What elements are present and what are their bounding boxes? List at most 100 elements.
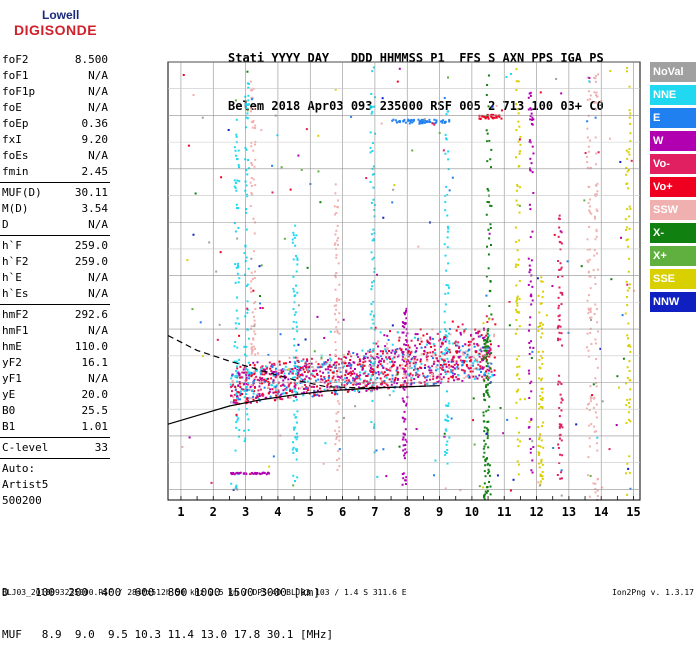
x-tick-label: 2 — [210, 505, 217, 519]
param-value: 30.11 — [74, 186, 108, 199]
x-tick-label: 4 — [274, 505, 281, 519]
legend-item: NoVal — [650, 62, 696, 82]
param-name: D — [2, 218, 9, 231]
param-value: N/A — [88, 372, 108, 385]
param-value: 259.0 — [74, 239, 108, 252]
legend-item: NNE — [650, 85, 696, 105]
legend-item: SSE — [650, 269, 696, 289]
param-value: N/A — [88, 85, 108, 98]
param-name: foF1 — [2, 69, 29, 82]
legend-item: Vo- — [650, 154, 696, 174]
param-value: 2.45 — [81, 165, 109, 178]
param-value: 110.0 — [74, 340, 108, 353]
param-name: h`E — [2, 271, 22, 284]
param-name: MUF(D) — [2, 186, 42, 199]
param-name: fxI — [2, 133, 22, 146]
x-tick-label: 8 — [404, 505, 411, 519]
divider — [0, 458, 110, 459]
divider — [0, 304, 110, 305]
auto-version-row: 500200 — [0, 493, 110, 509]
param-name: fmin — [2, 165, 29, 178]
param-group-virtual-heights: h`F 259.0 h`F2 259.0 h`E N/A h`Es N/A — [0, 238, 110, 302]
legend-item: X- — [650, 223, 696, 243]
param-row: B1 1.01 — [0, 419, 110, 435]
param-value: 292.6 — [74, 308, 108, 321]
param-row: foF1 N/A — [0, 68, 110, 84]
axis-ticks: 1234567891011121314152003004005006007008… — [177, 505, 640, 519]
param-row: yF2 16.1 — [0, 355, 110, 371]
param-name: h`F2 — [2, 255, 29, 268]
param-name: B0 — [2, 404, 16, 417]
param-name: yE — [2, 388, 16, 401]
param-value: N/A — [88, 324, 108, 337]
param-value: 9.20 — [81, 133, 109, 146]
param-row: hmF2 292.6 — [0, 307, 110, 323]
param-row: foF1p N/A — [0, 84, 110, 100]
param-value: 259.0 — [74, 255, 108, 268]
param-name: foF1p — [2, 85, 36, 98]
param-row: foF2 8.500 — [0, 52, 110, 68]
legend-item: X+ — [650, 246, 696, 266]
param-row: fxI 9.20 — [0, 132, 110, 148]
param-row: D N/A — [0, 217, 110, 233]
logo-line1: Lowell — [42, 8, 80, 22]
param-name: h`F — [2, 239, 22, 252]
auto-label: Auto: — [2, 462, 36, 475]
muf-row: MUF 8.9 9.0 9.5 10.3 11.4 13.0 17.8 30.1… — [2, 628, 334, 641]
x-tick-label: 5 — [307, 505, 314, 519]
param-row: foEp 0.36 — [0, 116, 110, 132]
plot-grid — [167, 61, 641, 501]
param-value: N/A — [88, 271, 108, 284]
param-row: h`E N/A — [0, 270, 110, 286]
legend-item: E — [650, 108, 696, 128]
divider — [0, 182, 110, 183]
legend-item: Vo+ — [650, 177, 696, 197]
divider — [0, 437, 110, 438]
file-info-footer: BLJ03_2018093235000.RSF / 284fx512h 50 k… — [2, 588, 407, 597]
distance-muf-table: D 100 200 400 600 800 1000 1500 3000 [km… — [2, 558, 333, 656]
param-value: 1.01 — [81, 420, 109, 433]
param-row: C-level 33 — [0, 440, 110, 456]
x-tick-label: 14 — [594, 505, 608, 519]
auto-software: Artist5 — [2, 478, 49, 491]
legend-item: SSW — [650, 200, 696, 220]
param-row: foEs N/A — [0, 148, 110, 164]
param-row: B0 25.5 — [0, 403, 110, 419]
param-group-confidence: C-level 33 — [0, 440, 110, 456]
x-tick-label: 1 — [177, 505, 184, 519]
parameter-panel: foF2 8.500 foF1 N/A foF1p N/A foE N/A foEp 0.36 fx… — [0, 52, 110, 509]
param-row: M(D) 3.54 — [0, 201, 110, 217]
param-row: h`Es N/A — [0, 286, 110, 302]
param-row: MUF(D) 30.11 — [0, 185, 110, 201]
param-name: h`Es — [2, 287, 29, 300]
param-name: B1 — [2, 420, 16, 433]
x-tick-label: 12 — [529, 505, 543, 519]
param-row: yF1 N/A — [0, 371, 110, 387]
param-value: N/A — [88, 287, 108, 300]
x-tick-label: 13 — [562, 505, 576, 519]
ionogram-plot: 1234567891011121314152003004005006007008… — [167, 61, 641, 519]
polarization-legend: NoVal NNE E W Vo- Vo+ SSW X- X+ SSE NNW — [650, 62, 696, 315]
x-tick-label: 6 — [339, 505, 346, 519]
version-label: Ion2Png v. 1.3.17 — [612, 588, 694, 597]
param-value: 8.500 — [74, 53, 108, 66]
param-value: 25.5 — [81, 404, 109, 417]
param-name: hmF1 — [2, 324, 29, 337]
f2-trace-curve — [167, 385, 440, 425]
param-value: 3.54 — [81, 202, 109, 215]
x-tick-label: 10 — [465, 505, 479, 519]
x-tick-label: 11 — [497, 505, 511, 519]
param-group-critical-frequencies: foF2 8.500 foF1 N/A foF1p N/A foE N/A foEp 0.36 fx… — [0, 52, 110, 180]
param-row: h`F2 259.0 — [0, 254, 110, 270]
param-value: N/A — [88, 69, 108, 82]
x-tick-label: 9 — [436, 505, 443, 519]
legend-item: NNW — [650, 292, 696, 312]
param-name: yF1 — [2, 372, 22, 385]
param-name: foEp — [2, 117, 29, 130]
param-group-muf: MUF(D) 30.11 M(D) 3.54 D N/A — [0, 185, 110, 233]
logo-line2: DIGISONDE — [14, 22, 98, 38]
param-value: N/A — [88, 218, 108, 231]
param-value: N/A — [88, 149, 108, 162]
param-name: M(D) — [2, 202, 29, 215]
param-name: yF2 — [2, 356, 22, 369]
